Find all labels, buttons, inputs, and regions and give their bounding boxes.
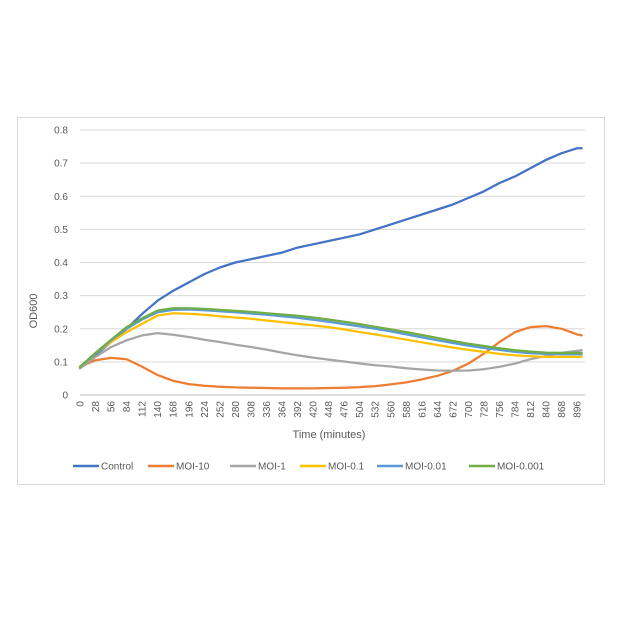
x-tick-label: 560 [386,401,397,418]
x-tick-label: 896 [573,401,584,418]
x-tick-label: 504 [355,401,366,418]
x-tick-label: 420 [309,401,320,418]
y-tick-label: 0.4 [54,258,68,269]
y-tick-label: 0.1 [54,357,68,368]
legend: Control MOI-10 MOI-1 MOI-0.1 MOI-0.01 MOI-0.0… [73,462,545,473]
x-tick-label: 168 [169,401,180,418]
y-tick-label: 0.2 [54,324,68,335]
y-axis-label: OD600 [28,294,40,329]
x-tick-label: 812 [526,401,537,418]
line-chart: 0 0.1 0.2 0.3 0.4 0.5 0.6 0.7 0.8 0 28 56 84 112 140 1… [28,126,585,473]
y-tick-label: 0.5 [54,225,68,236]
x-tick-label: 336 [262,401,273,418]
x-tick-label: 616 [417,401,428,418]
series-line-moi-10 [78,324,583,390]
x-tick-label: 476 [340,401,351,418]
x-tick-label: 140 [153,401,164,418]
legend-label: MOI-0.01 [405,462,447,473]
x-tick-label: 588 [402,401,413,418]
x-tick-label: 672 [448,401,459,418]
x-tick-label: 84 [122,401,133,413]
x-tick-label: 532 [371,401,382,418]
x-tick-label: 56 [107,401,118,413]
x-tick-labels: 0 28 56 84 112 140 168 196 224 252 280 308 336 364 392… [76,401,584,418]
series-line-moi-1 [78,331,583,372]
series-layer [78,147,583,390]
y-tick-labels: 0 0.1 0.2 0.3 0.4 0.5 0.6 0.7 0.8 [54,126,68,402]
legend-label: MOI-0.001 [497,462,545,473]
x-tick-label: 224 [200,401,211,418]
y-tick-label: 0.8 [54,126,68,137]
x-tick-label: 756 [495,401,506,418]
x-tick-label: 196 [184,401,195,418]
x-tick-label: 840 [542,401,553,418]
x-tick-label: 644 [433,401,444,418]
series-line-control [78,147,583,368]
series-line-moi-0-01 [78,308,583,368]
x-tick-label: 448 [324,401,335,418]
x-tick-label: 392 [293,401,304,418]
x-tick-label: 308 [246,401,257,418]
x-tick-label: 868 [557,401,568,418]
chart-frame: 0 0.1 0.2 0.3 0.4 0.5 0.6 0.7 0.8 0 28 56 84 112 140 1… [17,117,605,485]
x-axis-label: Time (minutes) [293,429,366,441]
legend-label: MOI-1 [258,462,286,473]
y-tick-label: 0.6 [54,192,68,203]
series-line-moi-0-001 [78,307,583,368]
x-tick-label: 784 [511,401,522,418]
x-tick-label: 728 [480,401,491,418]
legend-label: Control [101,462,133,473]
x-tick-label: 364 [278,401,289,418]
x-tick-label: 0 [76,401,87,407]
x-tick-label: 252 [215,401,226,418]
legend-label: MOI-10 [176,462,210,473]
x-tick-label: 280 [231,401,242,418]
x-tick-label: 700 [464,401,475,418]
y-tick-label: 0 [62,391,68,402]
x-tick-label: 28 [91,401,102,413]
y-tick-label: 0.3 [54,291,68,302]
y-tick-label: 0.7 [54,159,68,170]
series-line-moi-0-1 [78,312,583,368]
legend-label: MOI-0.1 [328,462,365,473]
x-tick-label: 112 [138,401,149,417]
